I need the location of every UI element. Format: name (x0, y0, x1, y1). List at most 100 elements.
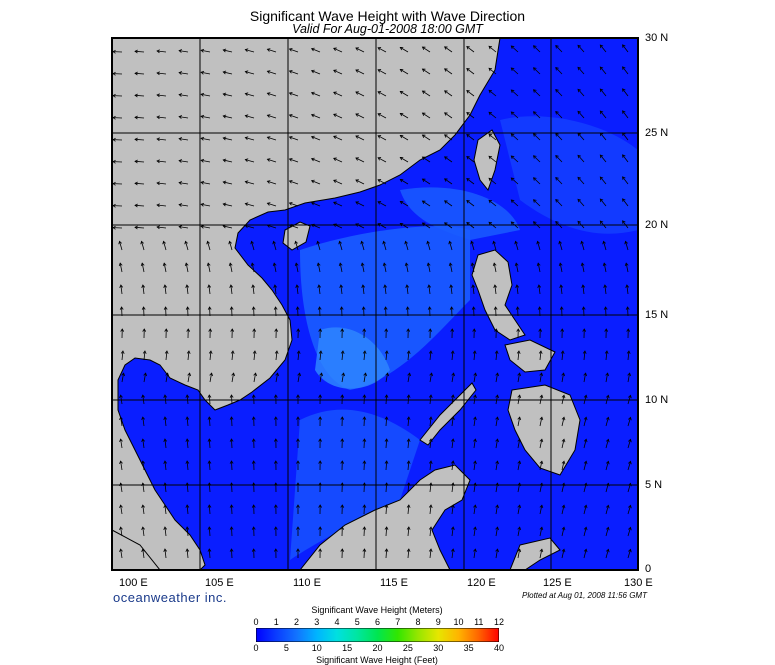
wave-arrow (178, 225, 189, 229)
wave-arrow (310, 135, 321, 141)
wave-arrow (288, 201, 299, 207)
wave-arrow (119, 526, 123, 537)
wave-arrow (333, 157, 343, 163)
wave-arrow (206, 262, 211, 273)
wave-arrow (577, 176, 585, 185)
wave-arrow (156, 225, 167, 230)
wave-arrow (421, 134, 431, 141)
wave-arrow (318, 416, 323, 427)
wave-arrow (244, 202, 255, 207)
wave-arrow (200, 114, 211, 119)
wave-arrow (517, 372, 522, 383)
wave-arrow (560, 328, 565, 339)
wave-arrow (340, 328, 345, 339)
wave-arrow (163, 284, 168, 295)
colorbar-feet-label: Significant Wave Height (Feet) (316, 655, 438, 665)
wave-arrow (340, 504, 345, 515)
lon-label-125: 125 E (543, 577, 572, 589)
wave-arrow (555, 66, 563, 75)
wave-arrow (244, 158, 255, 163)
wave-arrow (200, 136, 211, 141)
wave-arrow (466, 112, 475, 119)
wave-arrow (626, 350, 631, 361)
wave-arrow (266, 70, 277, 75)
wave-arrow (207, 416, 212, 427)
wave-arrow (363, 372, 368, 383)
wave-arrow (209, 372, 214, 383)
visayas-islands (504, 339, 556, 373)
wave-arrow (515, 284, 520, 295)
wave-arrow (377, 69, 387, 75)
wave-arrow (156, 71, 167, 76)
wave-arrow (583, 416, 588, 427)
wave-arrow (316, 240, 321, 251)
wave-arrow (622, 88, 629, 97)
wave-arrow (163, 548, 168, 559)
wave-arrow (538, 350, 543, 361)
wave-arrow (355, 91, 365, 97)
wave-arrow (310, 91, 321, 97)
wave-arrow (273, 284, 278, 295)
feet-tick: 10 (311, 643, 322, 653)
wave-arrow (580, 240, 585, 251)
meters-tick: 2 (293, 617, 300, 627)
wave-arrow (622, 110, 629, 119)
wave-arrow (451, 372, 456, 383)
wave-arrow (451, 526, 455, 537)
wave-arrow (294, 240, 299, 251)
wave-arrow (134, 49, 145, 54)
wave-arrow (583, 548, 588, 559)
wave-arrow (494, 328, 499, 339)
wave-arrow (230, 328, 235, 339)
wave-arrow (340, 416, 345, 427)
wave-arrow (200, 48, 211, 53)
meters-tick: 12 (493, 617, 505, 627)
wave-arrow (207, 438, 212, 449)
wave-arrow (622, 154, 629, 163)
wave-arrow (532, 67, 541, 75)
wave-arrow (377, 201, 387, 207)
wave-arrow (156, 159, 167, 164)
wave-arrow (428, 526, 433, 537)
wave-arrow (156, 137, 167, 142)
colorbar (256, 628, 499, 642)
wave-arrow (473, 372, 478, 383)
wave-arrow (384, 460, 389, 471)
wave-arrow (495, 438, 499, 449)
wave-arrow (318, 526, 323, 537)
wave-arrow (555, 44, 563, 53)
wave-arrow (296, 416, 300, 427)
wave-arrow (444, 112, 453, 119)
wave-arrow (473, 548, 477, 559)
wave-arrow (580, 262, 585, 273)
wave-arrow (448, 240, 453, 251)
wave-arrow (561, 416, 566, 427)
wave-arrow (273, 460, 278, 471)
wave-arrow (134, 159, 145, 164)
wave-arrow (428, 548, 433, 559)
wave-arrow (333, 47, 343, 53)
wave-arrow (624, 240, 629, 251)
wave-arrow (266, 202, 277, 207)
wave-arrow (558, 262, 563, 273)
wave-arrow (377, 135, 387, 141)
wave-arrow (514, 240, 519, 251)
wave-arrow (229, 460, 234, 471)
lon-label-105: 105 E (205, 577, 234, 589)
wave-arrow (340, 350, 345, 361)
wave-arrow (112, 115, 123, 120)
wave-arrow (577, 88, 585, 97)
lat-label-30: 30 N (645, 32, 669, 44)
wave-arrow (118, 240, 123, 251)
wave-arrow (178, 115, 189, 119)
wave-arrow (377, 47, 387, 53)
wave-arrow (340, 526, 345, 537)
wave-arrow (244, 70, 255, 75)
wave-arrow (510, 199, 519, 207)
asia-mainland (112, 38, 501, 570)
wave-arrow (555, 132, 563, 141)
wave-arrow (532, 111, 541, 119)
wave-arrow (577, 198, 585, 207)
wave-arrow (112, 93, 123, 98)
wave-arrow (119, 504, 123, 515)
